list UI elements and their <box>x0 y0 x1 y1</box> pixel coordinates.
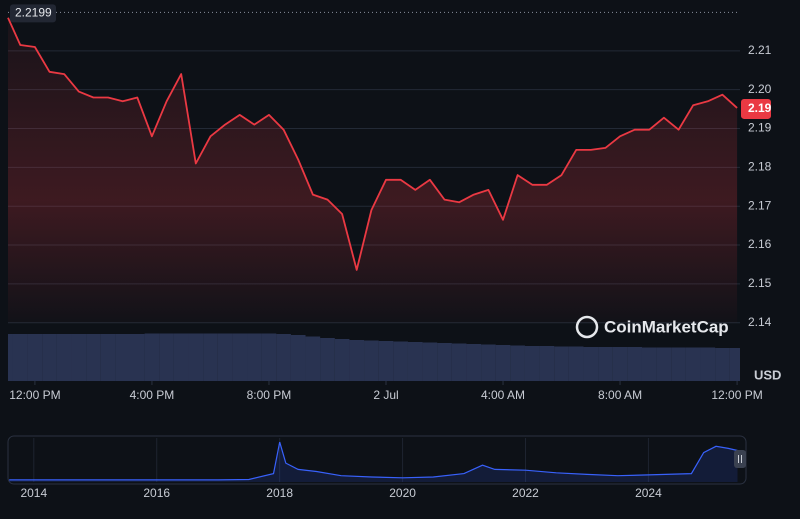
volume-bar <box>159 333 174 381</box>
volume-bar <box>671 347 686 381</box>
y-tick-label: 2.16 <box>748 237 772 251</box>
navigator-tick-label: 2020 <box>389 486 416 500</box>
x-tick-label: 4:00 AM <box>481 388 525 402</box>
volume-bar <box>510 345 525 381</box>
volume-bar <box>86 334 101 381</box>
volume-bar <box>700 347 716 381</box>
volume-bar <box>627 347 642 381</box>
x-tick-label: 4:00 PM <box>130 388 175 402</box>
volume-bar <box>203 333 218 381</box>
x-tick-label: 8:00 AM <box>598 388 642 402</box>
volume-bar <box>8 334 13 381</box>
volume-bar <box>612 347 628 381</box>
navigator-tick-label: 2016 <box>143 486 170 500</box>
x-tick-label: 12:00 PM <box>9 388 60 402</box>
volume-bar <box>115 334 130 381</box>
navigator-tick-label: 2018 <box>266 486 293 500</box>
max-label-box <box>10 4 56 23</box>
navigator-area <box>9 442 738 482</box>
volume-bar <box>71 334 87 381</box>
price-area <box>8 17 738 323</box>
watermark-text: CoinMarketCap <box>604 317 729 336</box>
volume-bar <box>437 343 452 381</box>
y-tick-label: 2.20 <box>748 82 772 96</box>
x-tick-label: 12:00 PM <box>711 388 762 402</box>
x-tick-label: 2 Jul <box>373 388 398 402</box>
y-tick-label: 2.15 <box>748 276 772 290</box>
volume-bar <box>364 340 379 381</box>
volume-bar <box>27 334 43 381</box>
price-line <box>7 17 738 271</box>
volume-bar <box>729 348 740 381</box>
navigator-tick-label: 2024 <box>635 486 662 500</box>
y-tick-label: 2.14 <box>748 315 772 329</box>
navigator-tick-label: 2022 <box>512 486 539 500</box>
volume-bar <box>320 338 335 381</box>
navigator-handle[interactable] <box>734 450 746 468</box>
volume-bar <box>144 333 160 381</box>
volume-bar <box>641 347 657 381</box>
volume-bar <box>554 346 569 381</box>
volume-bar <box>656 347 672 381</box>
volume-bar <box>495 345 511 381</box>
volume-bar <box>407 342 423 381</box>
volume-bar <box>305 336 321 381</box>
watermark-logo <box>575 315 599 339</box>
volume-bar <box>56 334 72 381</box>
volume-bar <box>422 342 438 381</box>
volume-bar <box>42 334 57 381</box>
y-tick-label: 2.19 <box>748 121 772 135</box>
volume-bar <box>539 346 555 381</box>
volume-bar <box>290 335 306 381</box>
navigator-line <box>9 441 738 481</box>
volume-bar <box>188 333 204 381</box>
watermark: CoinMarketCap <box>575 315 729 339</box>
volume-bar <box>685 347 701 381</box>
x-tick-label: 8:00 PM <box>247 388 292 402</box>
volume-bar <box>12 334 28 381</box>
volume-bar <box>173 333 189 381</box>
volume-bar <box>378 341 394 381</box>
volume-bar <box>334 339 350 381</box>
current-price-label: 2.19 <box>748 101 772 115</box>
navigator-tick-label: 2014 <box>20 486 47 500</box>
y-tick-label: 2.17 <box>748 198 772 212</box>
volume-bar <box>524 346 540 381</box>
max-label: 2.2199 <box>15 6 52 20</box>
volume-bar <box>247 333 262 381</box>
currency-label: USD <box>754 367 781 382</box>
current-price-badge <box>741 98 771 119</box>
volume-bar <box>100 334 116 381</box>
volume-bar <box>715 348 730 381</box>
y-tick-label: 2.21 <box>748 43 772 57</box>
volume-bar <box>451 343 467 381</box>
volume-bar <box>583 347 599 381</box>
volume-bar <box>598 347 613 381</box>
y-tick-label: 2.18 <box>748 160 772 174</box>
volume-bar <box>130 334 145 381</box>
volume-bar <box>276 334 291 381</box>
volume-bar <box>393 341 408 381</box>
volume-bar <box>466 344 482 381</box>
volume-bar <box>232 333 248 381</box>
volume-bar <box>481 344 496 381</box>
volume-bar <box>568 346 584 381</box>
volume-bar <box>349 340 365 381</box>
volume-bar <box>261 333 277 381</box>
volume-bar <box>217 333 233 381</box>
